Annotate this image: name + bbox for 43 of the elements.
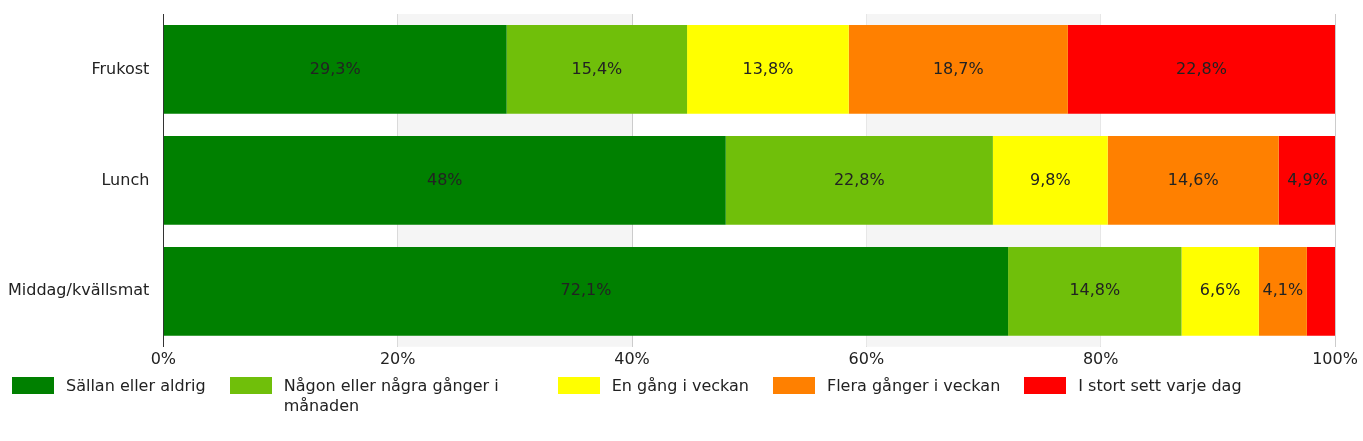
x-tick-label: 40% (614, 348, 650, 368)
bar (992, 136, 1108, 225)
bar (1181, 246, 1259, 336)
bar (725, 136, 993, 225)
bar (1067, 25, 1335, 114)
x-tick-label: 100% (1312, 348, 1358, 368)
legend-label: I stort sett varje dag (1078, 376, 1242, 396)
data-label: 72,1% (560, 280, 612, 300)
y-tick-label: Middag/kvällsmat (8, 280, 150, 300)
data-label: 14,6% (1167, 169, 1219, 189)
legend-label: Flera gånger i veckan (826, 376, 1001, 396)
data-label: 6,6% (1199, 280, 1241, 300)
x-tick-label: 0% (150, 348, 177, 368)
bar (1008, 246, 1182, 336)
bar (1278, 136, 1335, 225)
data-label: 22,8% (1176, 58, 1227, 78)
x-tick-label: 60% (848, 348, 885, 368)
bar (687, 25, 849, 114)
data-label: 15,4% (571, 58, 623, 78)
data-label: 48% (427, 169, 463, 189)
y-tick-label: Frukost (91, 58, 150, 78)
bar (1306, 246, 1335, 336)
legend-label: Sällan eller aldrig (66, 376, 206, 396)
data-label: 22,8% (833, 169, 885, 189)
legend-label: En gång i veckan (611, 376, 749, 396)
legend-label: Någon eller några gånger i månaden (283, 376, 500, 416)
bar (1258, 246, 1307, 336)
bar (163, 25, 507, 114)
data-label: 29,3% (309, 58, 361, 78)
bar (1107, 136, 1279, 225)
bar (163, 246, 1009, 336)
data-label: 14,8% (1069, 280, 1121, 300)
x-tick-label: 20% (379, 348, 416, 368)
data-label: 13,8% (742, 58, 794, 78)
data-label: 4,1% (1262, 280, 1304, 300)
x-tick-label: 80% (1082, 348, 1119, 368)
bar (506, 25, 688, 114)
y-tick-label: Lunch (101, 169, 150, 189)
data-label: 4,9% (1287, 169, 1328, 189)
bar (163, 136, 726, 225)
data-label: 18,7% (932, 58, 984, 78)
data-label: 9,8% (1029, 169, 1071, 189)
bar (848, 25, 1068, 114)
